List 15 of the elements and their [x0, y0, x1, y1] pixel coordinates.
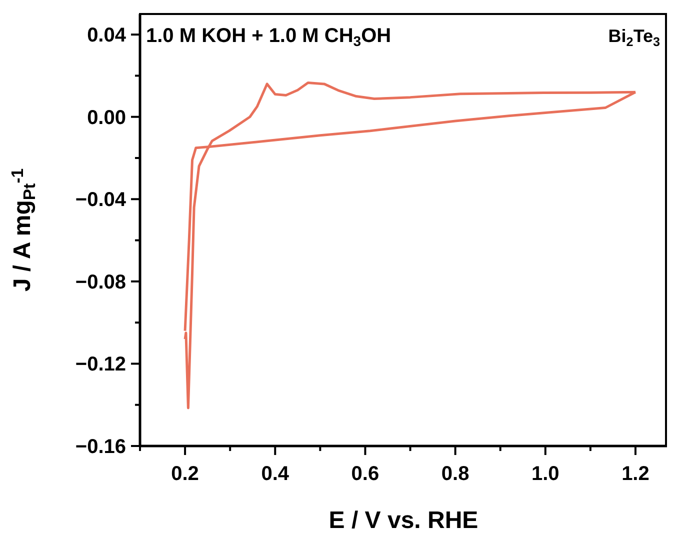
- y-tick-label: −0.16: [75, 436, 126, 458]
- x-tick-label: 0.2: [171, 463, 199, 485]
- x-tick-label: 0.6: [351, 463, 380, 485]
- y-tick-label: −0.08: [75, 271, 126, 294]
- y-tick-label: 0.04: [87, 24, 127, 47]
- x-tick-label: 1.2: [622, 463, 650, 485]
- y-tick-label: −0.12: [75, 354, 126, 376]
- x-tick-label: 1.0: [531, 463, 560, 485]
- y-tick-label: 0.00: [87, 106, 126, 129]
- y-tick-label: −0.04: [75, 189, 127, 212]
- x-tick-label: 0.8: [441, 463, 470, 485]
- annotation: Bi$_{2}$Te$_{3}$: [608, 26, 660, 49]
- x-axis-title: E / V vs. RHE: [328, 507, 478, 534]
- annotation: 1.0 M KOH + 1.0 M CH$_{3}$OH: [146, 25, 392, 50]
- x-tick-label: 0.4: [261, 463, 290, 485]
